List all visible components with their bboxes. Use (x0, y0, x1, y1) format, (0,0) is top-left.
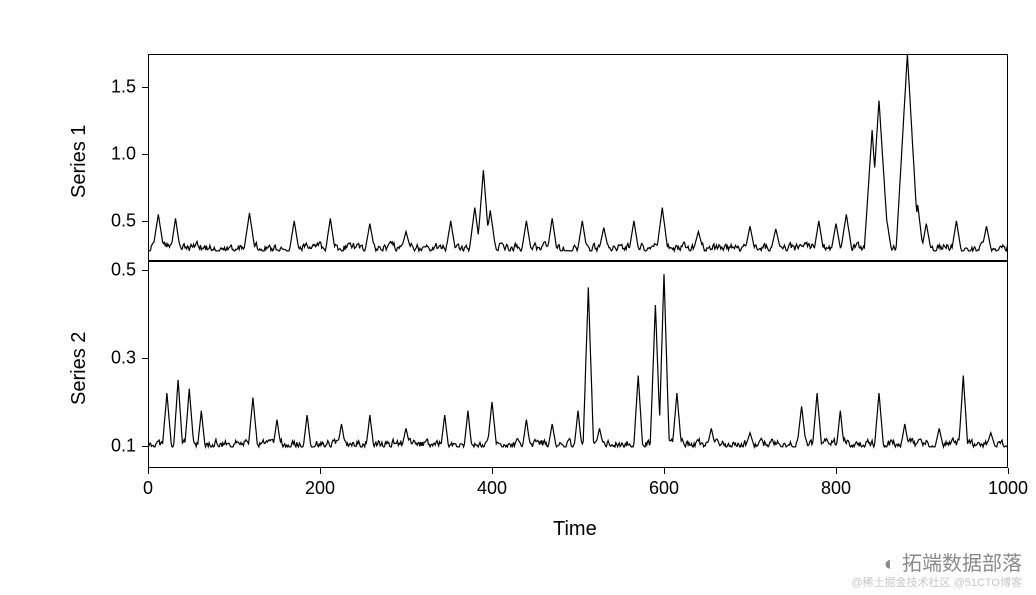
x-tick-mark (664, 468, 665, 474)
y-tick-mark (142, 358, 148, 359)
y-tick-mark (142, 221, 148, 222)
y-tick-mark (142, 154, 148, 155)
x-tick-label: 400 (477, 478, 507, 499)
y-tick-label: 0.3 (102, 347, 136, 368)
y-tick-label: 0.1 (102, 435, 136, 456)
y-tick-label: 1.0 (102, 144, 136, 165)
x-tick-label: 800 (821, 478, 851, 499)
y-tick-mark (142, 270, 148, 271)
y-tick-label: 1.5 (102, 77, 136, 98)
y-tick-label: 0.5 (102, 210, 136, 231)
series-line (148, 274, 1008, 447)
x-tick-mark (836, 468, 837, 474)
y-tick-mark (142, 87, 148, 88)
x-tick-label: 200 (305, 478, 335, 499)
y-tick-mark (142, 446, 148, 447)
x-tick-label: 0 (143, 478, 153, 499)
x-axis-label: Time (553, 518, 597, 541)
y-tick-label: 0.5 (102, 259, 136, 280)
x-tick-mark (148, 468, 149, 474)
x-tick-label: 1000 (988, 478, 1028, 499)
x-tick-label: 600 (649, 478, 679, 499)
time-series-figure: Series 1 Series 2 Time 02004006008001000… (0, 0, 1036, 595)
x-tick-mark (320, 468, 321, 474)
x-tick-mark (1008, 468, 1009, 474)
line-series-2 (0, 0, 1036, 595)
x-tick-mark (492, 468, 493, 474)
